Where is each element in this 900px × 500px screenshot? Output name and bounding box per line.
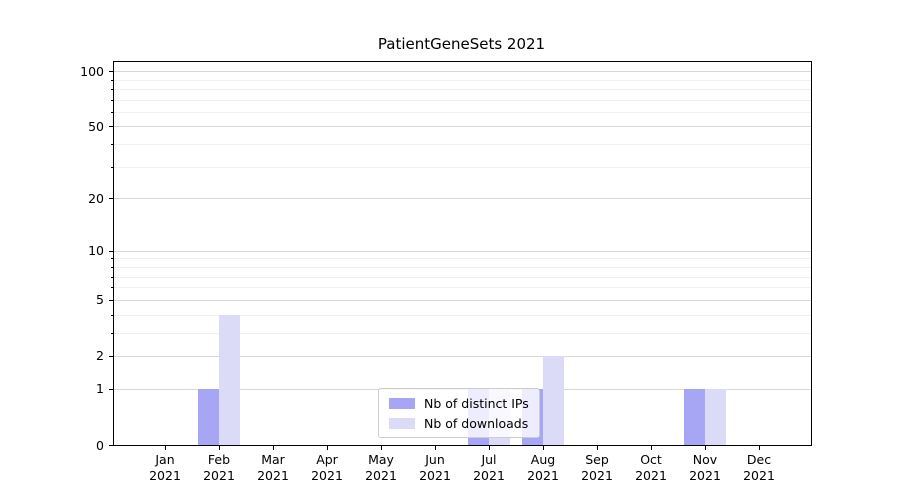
major-gridline [114,198,811,200]
x-tick [759,446,760,450]
x-tick [381,446,382,450]
x-tick [435,446,436,450]
x-tick [489,446,490,450]
y-tick-label: 0 [96,437,104,453]
legend-swatch-downloads-icon [389,417,415,429]
x-tick-label: Jan 2021 [138,452,192,484]
y-minor-tick [111,332,114,334]
y-tick [109,126,113,128]
legend-label-downloads: Nb of downloads [424,415,529,431]
minor-gridline [114,287,811,289]
y-minor-tick [111,287,114,289]
x-tick-label-year: 2021 [689,468,721,483]
x-tick [165,446,166,450]
minor-gridline [114,166,811,168]
y-tick-label: 20 [88,190,104,206]
major-gridline [114,71,811,73]
plot-area: Nb of distinct IPs Nb of downloads [113,61,812,446]
y-minor-tick [111,79,114,81]
minor-gridline [114,111,811,113]
x-tick-label-year: 2021 [635,468,667,483]
x-tick-label: Feb 2021 [192,452,246,484]
minor-gridline [114,332,811,334]
y-tick [109,445,113,446]
x-tick [705,446,706,450]
x-tick-label: May 2021 [354,452,408,484]
legend-label-distinct-ips: Nb of distinct IPs [424,395,529,411]
major-gridline [114,250,811,252]
x-tick-label: Jun 2021 [408,452,462,484]
y-tick-label: 1 [96,381,104,397]
x-tick-label-year: 2021 [473,468,505,483]
minor-gridline [114,314,811,316]
y-minor-tick [111,111,114,113]
legend-swatch-distinct-ips-icon [389,397,415,409]
bar-downloads [219,314,240,445]
x-tick [219,446,220,450]
y-tick-label: 2 [96,348,104,364]
minor-gridline [114,258,811,260]
x-tick-label: Jul 2021 [462,452,516,484]
bar-distinct-ips [198,388,219,445]
x-tick-label-year: 2021 [257,468,289,483]
y-tick-label: 50 [88,118,104,134]
y-minor-tick [111,88,114,90]
y-tick-label: 10 [88,243,104,259]
y-tick [109,388,113,390]
x-tick-label: Mar 2021 [246,452,300,484]
x-tick [597,446,598,450]
x-tick-label-year: 2021 [149,468,181,483]
minor-gridline [114,88,811,90]
major-gridline [114,355,811,357]
x-tick-label-year: 2021 [311,468,343,483]
y-minor-tick [111,314,114,316]
y-tick-label: 5 [96,292,104,308]
x-tick-label: Dec 2021 [732,452,786,484]
y-minor-tick [111,144,114,146]
major-gridline [114,126,811,128]
legend-entry-downloads: Nb of downloads [389,413,529,433]
chart-title: PatientGeneSets 2021 [377,35,546,53]
x-tick [543,446,544,450]
minor-gridline [114,144,811,146]
x-tick [273,446,274,450]
y-minor-tick [111,266,114,268]
legend: Nb of distinct IPs Nb of downloads [378,388,540,438]
y-tick [109,355,113,357]
legend-entry-distinct-ips: Nb of distinct IPs [389,393,529,413]
minor-gridline [114,276,811,278]
bar-distinct-ips [684,388,705,445]
x-tick [651,446,652,450]
bar-downloads [543,356,564,445]
x-tick-label: Sep 2021 [570,452,624,484]
x-tick-label: Aug 2021 [516,452,570,484]
x-tick-label: Apr 2021 [300,452,354,484]
y-tick [109,299,113,301]
y-minor-tick [111,99,114,101]
y-tick [109,250,113,252]
y-minor-tick [111,258,114,260]
y-tick [109,71,113,73]
minor-gridline [114,99,811,101]
x-tick [327,446,328,450]
x-tick-label: Oct 2021 [624,452,678,484]
x-tick-label-year: 2021 [419,468,451,483]
x-tick-label-year: 2021 [581,468,613,483]
bar-downloads [705,388,726,445]
y-tick [109,198,113,200]
x-tick-label-year: 2021 [365,468,397,483]
y-minor-tick [111,276,114,278]
minor-gridline [114,79,811,81]
major-gridline [114,299,811,301]
y-tick-label: 100 [80,63,104,79]
x-tick-label-year: 2021 [203,468,235,483]
minor-gridline [114,266,811,268]
x-tick-label-year: 2021 [743,468,775,483]
x-tick-label-year: 2021 [527,468,559,483]
x-tick-label: Nov 2021 [678,452,732,484]
y-minor-tick [111,166,114,168]
